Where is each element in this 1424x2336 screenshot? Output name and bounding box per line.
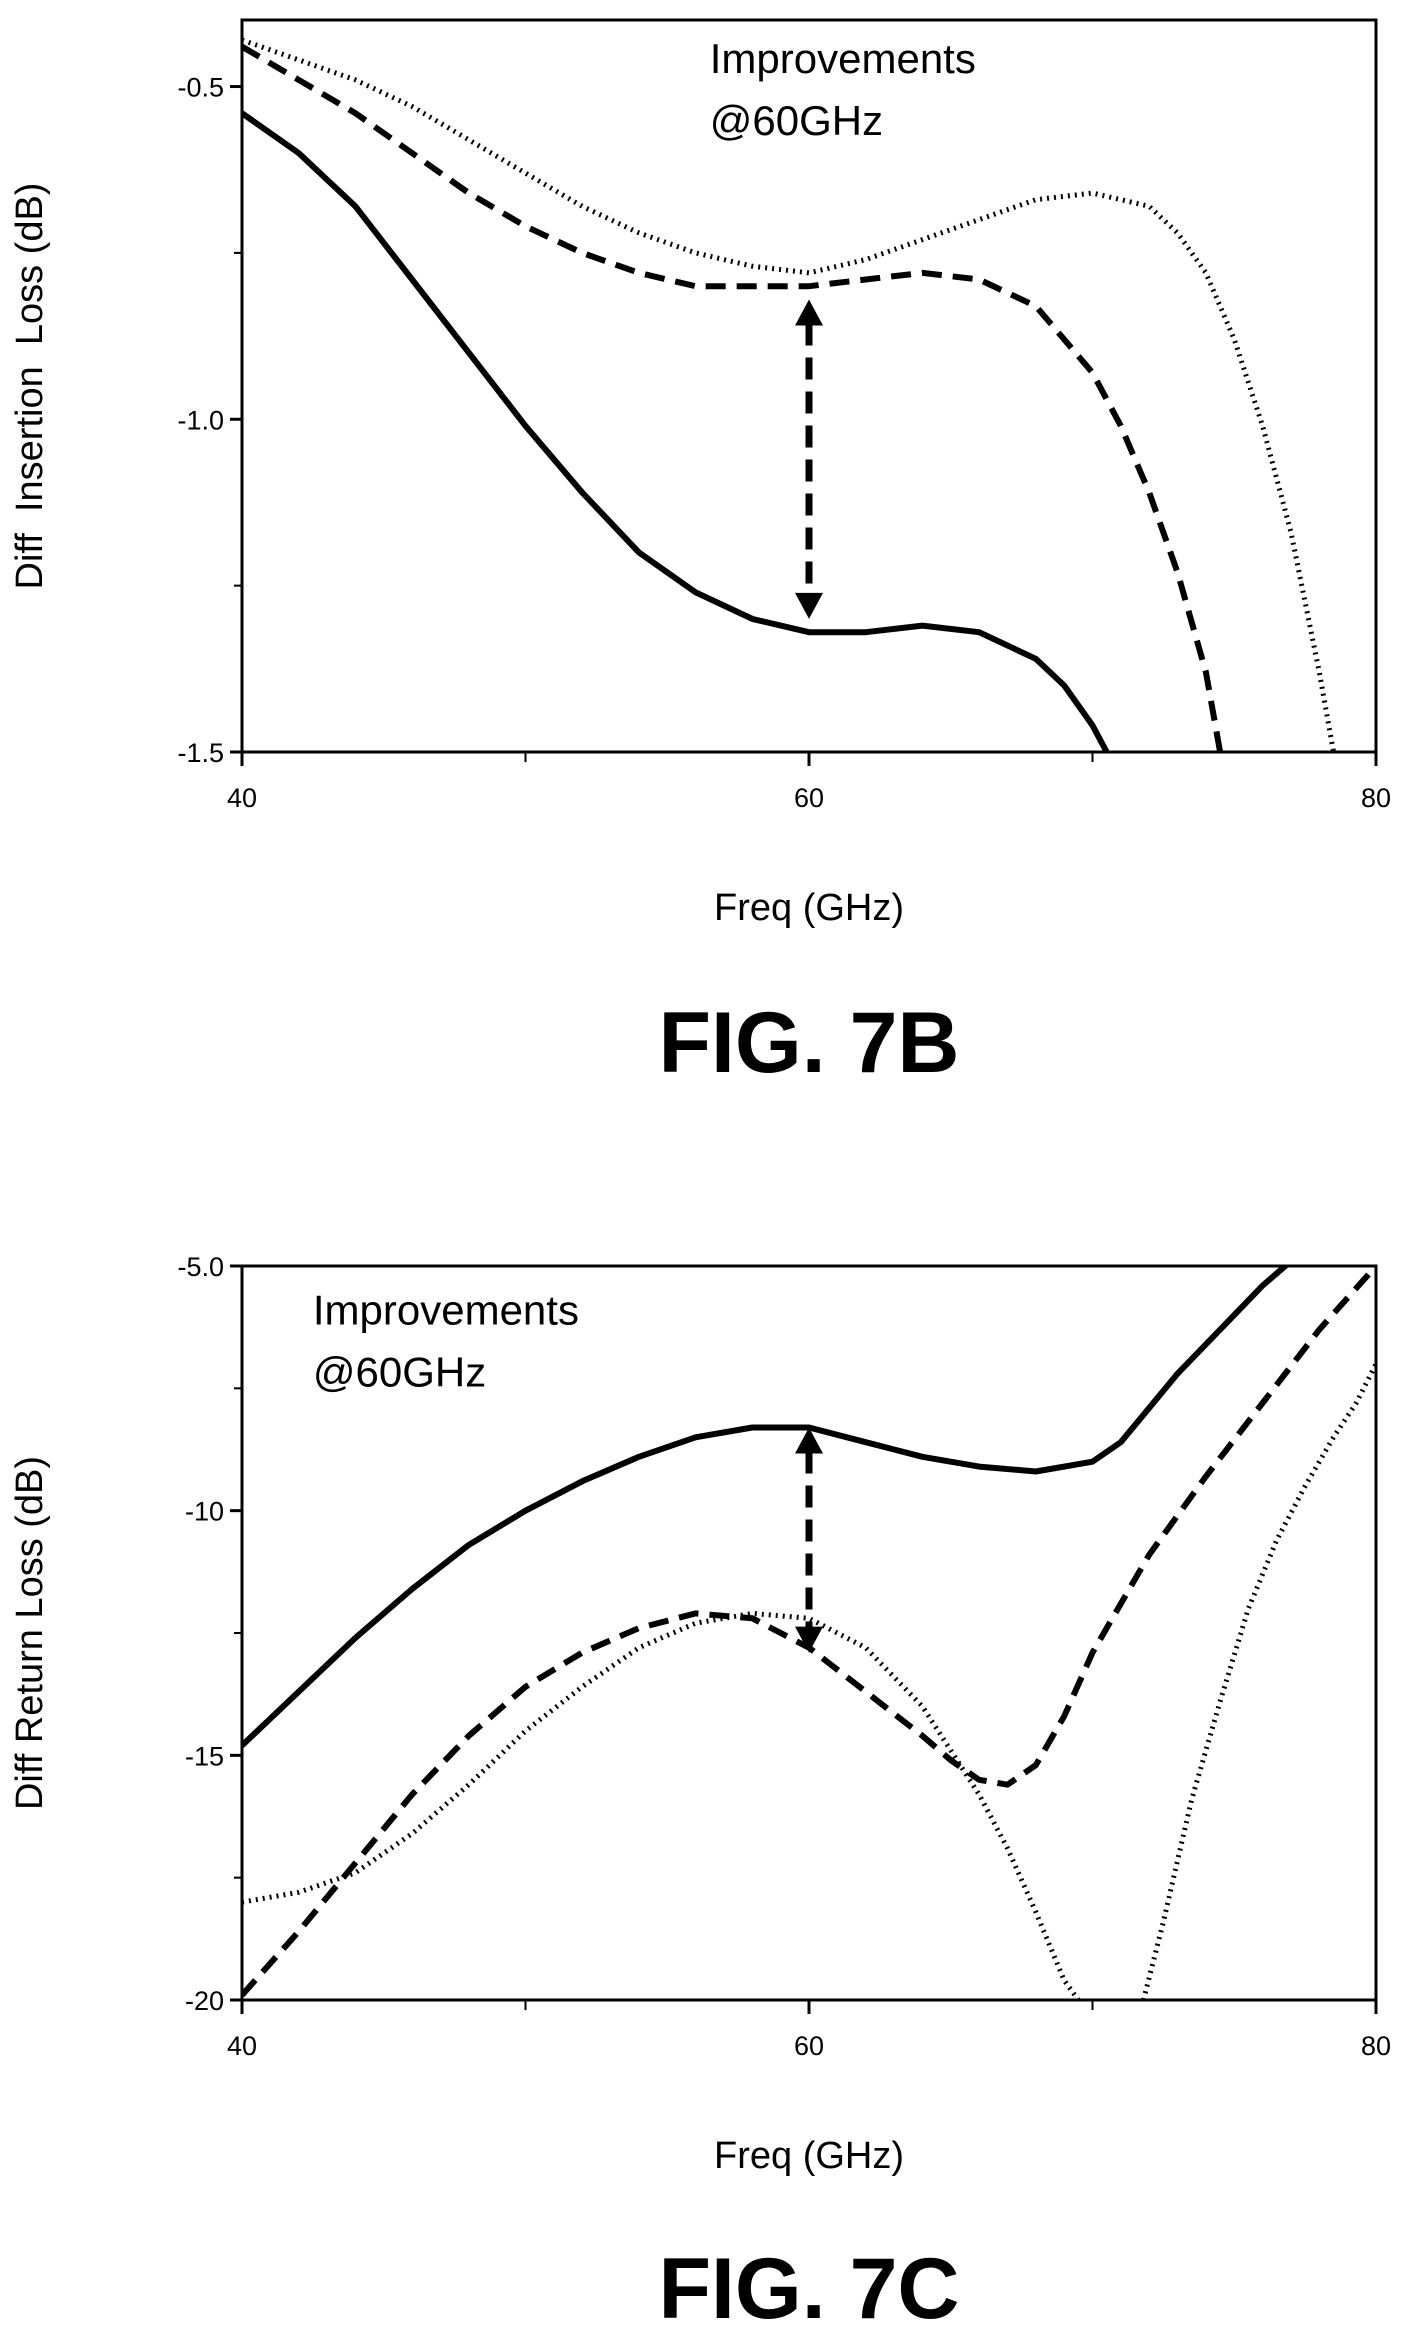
x-tick-label: 80 <box>1361 783 1391 813</box>
y-axis-label: Diff Return Loss (dB) <box>9 1456 51 1810</box>
series-line-dotted <box>242 1610 1081 2000</box>
series-line-dashed <box>242 44 1224 752</box>
y-tick-label: -0.5 <box>177 73 224 103</box>
y-tick-label: -10 <box>185 1497 224 1527</box>
annotation-text: @60GHz <box>313 1349 486 1396</box>
x-tick-label: 60 <box>794 783 824 813</box>
improvement-arrow <box>795 1427 823 1653</box>
x-tick-label: 40 <box>227 783 257 813</box>
arrow-head-down <box>795 1626 823 1653</box>
arrow-head-up <box>795 1427 823 1454</box>
figure-caption: FIG. 7C <box>658 2241 959 2336</box>
series-line-solid <box>242 1266 1289 1749</box>
y-tick-label: -20 <box>185 1986 224 2016</box>
annotation-text: @60GHz <box>710 97 883 144</box>
annotation-text: Improvements <box>313 1287 579 1334</box>
chart-fig-7c: 40 60 80 -5.0 -10 -15 -20 Freq (GHz) Diff Return… <box>9 1252 1391 2336</box>
arrow-head-up <box>795 299 823 326</box>
y-tick-label: -5.0 <box>177 1252 224 1282</box>
x-axis-label: Freq (GHz) <box>714 887 904 929</box>
y-tick-label: -1.0 <box>177 405 224 435</box>
series-line-solid <box>242 110 1110 752</box>
annotation-text: Improvements <box>710 35 976 82</box>
y-tick-label: -15 <box>185 1741 224 1771</box>
x-tick-label: 80 <box>1361 2031 1391 2061</box>
series-line-dotted <box>1141 1362 1376 2000</box>
chart-fig-7b: 40 60 80 -0.5 -1.0 -1.5 Freq (GHz) Diff Inserti… <box>9 18 1391 1091</box>
improvement-arrow <box>795 299 823 619</box>
x-tick-label: 60 <box>794 2031 824 2061</box>
y-axis-label: Diff Insertion Loss (dB) <box>9 183 51 590</box>
arrow-head-down <box>795 592 823 619</box>
figure-caption: FIG. 7B <box>658 995 959 1091</box>
x-tick-label: 40 <box>227 2031 257 2061</box>
x-axis-label: Freq (GHz) <box>714 2135 904 2177</box>
y-tick-label: -1.5 <box>177 738 224 768</box>
